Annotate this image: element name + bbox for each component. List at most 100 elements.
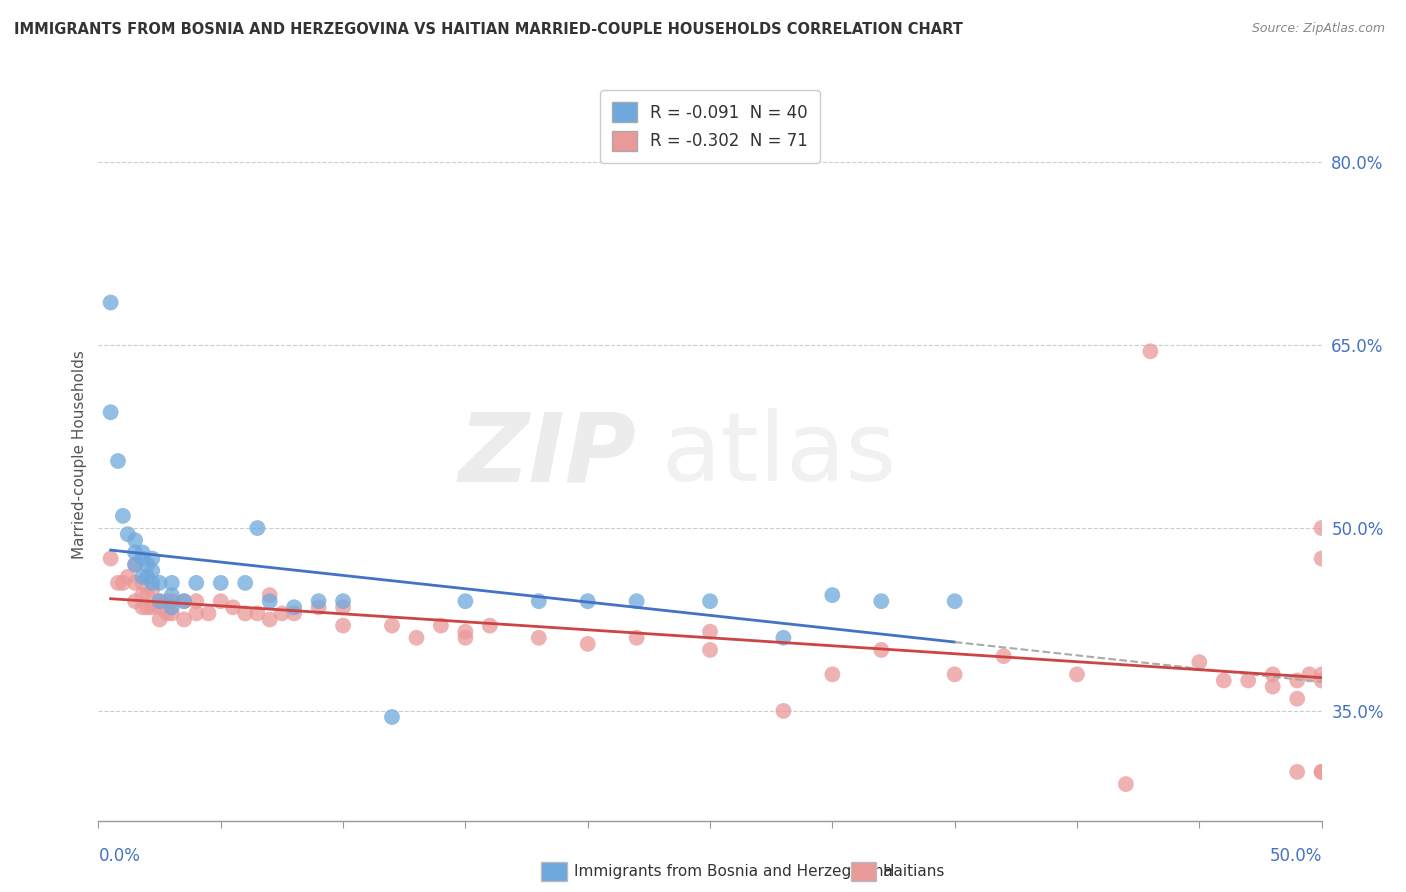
Point xyxy=(149,600,172,615)
Point xyxy=(100,405,122,419)
Text: 50.0%: 50.0% xyxy=(1270,847,1322,865)
Point xyxy=(186,607,208,621)
Point xyxy=(870,643,893,657)
Point xyxy=(381,618,404,632)
Point xyxy=(136,570,159,584)
Point xyxy=(117,527,139,541)
Point xyxy=(1115,777,1137,791)
Point xyxy=(131,588,153,602)
Point xyxy=(626,631,648,645)
Point xyxy=(308,600,330,615)
Point xyxy=(131,576,153,591)
Point xyxy=(149,594,172,608)
Point xyxy=(100,295,122,310)
Point xyxy=(124,594,146,608)
Point xyxy=(149,576,172,591)
Y-axis label: Married-couple Households: Married-couple Households xyxy=(72,351,87,559)
Point xyxy=(1188,655,1211,669)
Point xyxy=(149,613,172,627)
Point xyxy=(772,704,794,718)
Point xyxy=(1261,680,1284,694)
Point xyxy=(527,594,550,608)
Point xyxy=(173,594,195,608)
Point xyxy=(136,588,159,602)
Point xyxy=(160,576,183,591)
Point xyxy=(160,600,183,615)
Point xyxy=(283,607,305,621)
Point xyxy=(131,600,153,615)
Point xyxy=(156,594,179,608)
Point xyxy=(186,594,208,608)
Point xyxy=(156,607,179,621)
Text: 0.0%: 0.0% xyxy=(98,847,141,865)
Point xyxy=(131,551,153,566)
Point xyxy=(173,594,195,608)
Point xyxy=(454,594,477,608)
Point xyxy=(173,613,195,627)
Point xyxy=(430,618,453,632)
Point xyxy=(1310,673,1333,688)
Point xyxy=(1261,667,1284,681)
Point xyxy=(197,607,219,621)
Point xyxy=(772,631,794,645)
Point xyxy=(124,576,146,591)
Point xyxy=(107,576,129,591)
Point xyxy=(186,576,208,591)
Point xyxy=(270,607,294,621)
Point xyxy=(259,588,281,602)
Point xyxy=(405,631,427,645)
Point xyxy=(870,594,893,608)
Point xyxy=(1286,691,1309,706)
Point xyxy=(943,594,966,608)
Point xyxy=(576,637,599,651)
Point xyxy=(1310,667,1333,681)
Point xyxy=(160,594,183,608)
Point xyxy=(626,594,648,608)
Point xyxy=(259,594,281,608)
Point xyxy=(1286,673,1309,688)
Point xyxy=(1310,551,1333,566)
Point xyxy=(283,600,305,615)
Point xyxy=(136,600,159,615)
Point xyxy=(124,558,146,572)
Point xyxy=(821,588,844,602)
Point xyxy=(699,643,721,657)
Point xyxy=(1066,667,1088,681)
Text: Source: ZipAtlas.com: Source: ZipAtlas.com xyxy=(1251,22,1385,36)
Point xyxy=(1237,673,1260,688)
Point xyxy=(1310,764,1333,779)
Point xyxy=(246,521,269,535)
Point xyxy=(222,600,245,615)
Point xyxy=(1212,673,1234,688)
Point xyxy=(1310,521,1333,535)
Point xyxy=(332,594,354,608)
Point xyxy=(332,600,354,615)
Point xyxy=(1139,344,1161,359)
Point xyxy=(576,594,599,608)
Legend: R = -0.091  N = 40, R = -0.302  N = 71: R = -0.091 N = 40, R = -0.302 N = 71 xyxy=(600,90,820,162)
Point xyxy=(246,607,269,621)
Point xyxy=(141,576,163,591)
Point xyxy=(1310,764,1333,779)
Point xyxy=(209,576,232,591)
Point xyxy=(699,624,721,639)
Point xyxy=(821,667,844,681)
Point xyxy=(124,545,146,559)
Point xyxy=(699,594,721,608)
Point xyxy=(1286,764,1309,779)
Point xyxy=(259,613,281,627)
Point xyxy=(332,618,354,632)
Point xyxy=(527,631,550,645)
Point xyxy=(233,576,256,591)
Point xyxy=(131,570,153,584)
Point xyxy=(209,594,232,608)
Point xyxy=(993,649,1015,664)
Point xyxy=(141,564,163,578)
Point xyxy=(381,710,404,724)
Point xyxy=(308,594,330,608)
Text: IMMIGRANTS FROM BOSNIA AND HERZEGOVINA VS HAITIAN MARRIED-COUPLE HOUSEHOLDS CORR: IMMIGRANTS FROM BOSNIA AND HERZEGOVINA V… xyxy=(14,22,963,37)
Point xyxy=(131,545,153,559)
Point xyxy=(141,551,163,566)
Point xyxy=(160,588,183,602)
Point xyxy=(136,558,159,572)
